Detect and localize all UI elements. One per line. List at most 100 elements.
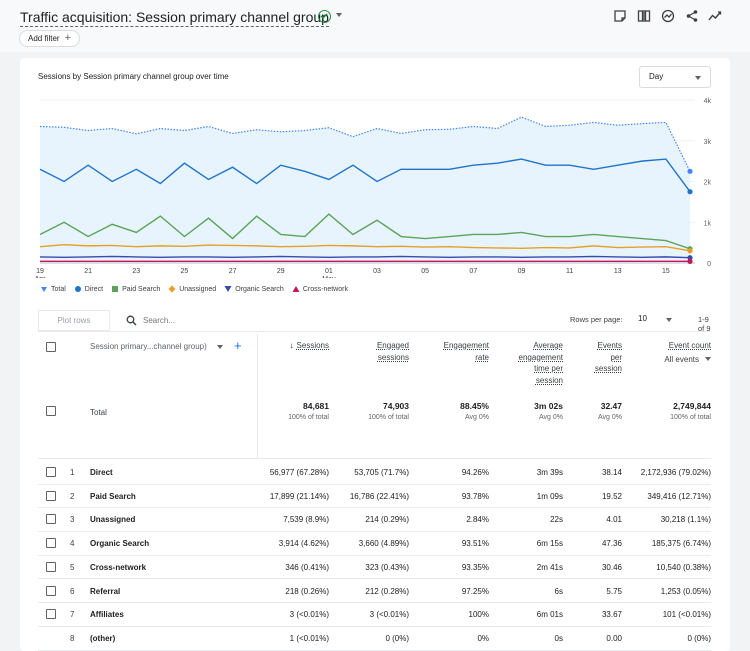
series-end-point — [687, 168, 693, 174]
row-cell: 101 (<0.01%) — [662, 610, 711, 620]
search-icon — [126, 315, 137, 326]
report-header: Traffic acquisition: Session primary cha… — [0, 0, 750, 52]
dimension-select[interactable]: Session primary...channel group) — [90, 342, 223, 351]
table-row[interactable]: 4 Organic Search 3,914 (4.62%) 3,660 (4.89%… — [38, 532, 711, 556]
row-cell: 93.51% — [461, 539, 489, 549]
column-header[interactable]: Events per session — [567, 340, 622, 375]
table-row[interactable]: 8 (other) 1 (<0.01%) 0 (0%) 0% 0s 0.00 0 (0%) — [38, 627, 711, 651]
row-cell: 3 (<0.01%) — [289, 610, 329, 620]
column-header[interactable]: Average engagement time per session — [493, 340, 563, 386]
row-number: 3 — [70, 515, 75, 525]
insights-icon[interactable] — [661, 9, 675, 23]
x-tick-label: 19 — [36, 268, 44, 275]
share-icon[interactable] — [685, 9, 699, 23]
legend-marker-icon — [168, 285, 176, 293]
event-select[interactable]: All events — [621, 354, 711, 366]
row-checkbox[interactable] — [46, 585, 56, 596]
legend-marker-icon — [224, 285, 232, 293]
column-header[interactable]: ↓ Sessions — [259, 340, 329, 352]
row-channel-name[interactable]: Direct — [90, 468, 113, 477]
row-channel-name[interactable]: Cross-network — [90, 562, 147, 572]
series-end-point — [687, 258, 693, 264]
legend-item[interactable]: Cross-network — [292, 285, 348, 293]
row-checkbox[interactable] — [46, 609, 56, 620]
compare-icon[interactable] — [637, 9, 651, 23]
x-tick-label: 05 — [421, 268, 429, 275]
column-header[interactable]: Engaged sessions — [339, 340, 409, 363]
row-cell: 1 (<0.01%) — [289, 633, 329, 643]
row-channel-name[interactable]: Unassigned — [90, 515, 136, 525]
column-header-label: Engagement — [443, 341, 489, 350]
table-row[interactable]: 7 Affiliates 3 (<0.01%) 3 (<0.01%) 100% 6m 01… — [38, 603, 711, 627]
row-checkbox[interactable] — [46, 561, 56, 572]
trend-icon[interactable] — [708, 9, 722, 23]
row-cell: 212 (0.28%) — [365, 586, 409, 596]
column-header[interactable]: Event count All events — [621, 340, 711, 366]
row-cell: 3 (<0.01%) — [369, 610, 409, 620]
select-all-checkbox[interactable] — [46, 342, 56, 352]
chart-legend: Total Direct Paid Search Unassigned Organic … — [40, 283, 348, 295]
row-channel-name[interactable]: Organic Search — [90, 539, 150, 549]
row-channel-name[interactable]: Referral — [90, 586, 121, 596]
row-channel-name[interactable]: (other) — [90, 633, 116, 643]
rows-per-page-select[interactable]: 10 — [638, 314, 647, 323]
column-header-label: sessions — [377, 352, 409, 362]
legend-item[interactable]: Direct — [74, 285, 103, 293]
row-number: 8 — [70, 633, 75, 643]
row-channel-name[interactable]: Paid Search — [90, 491, 136, 501]
row-checkbox[interactable] — [46, 514, 56, 525]
legend-label: Total — [51, 285, 66, 293]
totals-checkbox[interactable] — [46, 406, 56, 416]
row-checkbox[interactable] — [46, 467, 56, 477]
row-cell: 30.46 — [601, 562, 622, 572]
total-value: 32.47 — [600, 401, 622, 411]
table-row[interactable]: 2 Paid Search 17,899 (21.14%) 16,786 (22.41… — [38, 485, 711, 509]
column-header[interactable]: Engagement rate — [419, 340, 489, 363]
y-tick-label: 0 — [707, 261, 711, 268]
row-number: 6 — [70, 586, 75, 596]
chevron-down-icon — [695, 76, 701, 80]
row-channel-name[interactable]: Affiliates — [90, 610, 124, 620]
total-subtext: Avg 0% — [465, 414, 489, 421]
column-header-label: time per — [534, 364, 563, 373]
plot-rows-button[interactable]: Plot rows — [38, 310, 110, 331]
chart-title: Sessions by Session primary channel grou… — [38, 72, 229, 81]
row-cell: 0s — [554, 633, 563, 643]
pagination-info: 1-9 of 9 — [698, 315, 711, 333]
note-icon[interactable] — [613, 9, 627, 23]
legend-marker-icon — [111, 285, 119, 293]
row-cell: 6m 15s — [536, 539, 563, 549]
chevron-down-icon — [705, 357, 711, 362]
legend-item[interactable]: Organic Search — [224, 285, 284, 293]
granularity-select[interactable]: Day — [639, 66, 711, 88]
table-row[interactable]: 5 Cross-network 346 (0.41%) 323 (0.43%) 93.3… — [38, 556, 711, 580]
row-cell: 22s — [550, 515, 563, 525]
table-row[interactable]: 1 Direct 56,977 (67.28%) 53,705 (71.7%) 94.2… — [38, 461, 711, 485]
total-value: 88.45% — [460, 401, 489, 411]
row-cell: 97.25% — [461, 586, 489, 596]
add-filter-label: Add filter — [28, 34, 60, 43]
row-checkbox[interactable] — [46, 538, 56, 549]
table-row[interactable]: 3 Unassigned 7,539 (8.9%) 214 (0.29%) 2.84% 2… — [38, 508, 711, 533]
add-dimension-button[interactable]: + — [234, 338, 242, 353]
row-checkbox[interactable] — [46, 490, 56, 501]
legend-item[interactable]: Total — [40, 285, 66, 293]
search-input[interactable] — [143, 314, 343, 327]
total-subtext: 100% of total — [368, 414, 409, 421]
table-row[interactable]: 6 Referral 218 (0.26%) 212 (0.28%) 97.25% 6s 5… — [38, 580, 711, 604]
row-number: 7 — [70, 610, 75, 620]
legend-item[interactable]: Paid Search — [111, 285, 160, 293]
row-cell: 0.00 — [606, 633, 622, 643]
add-filter-button[interactable]: Add filter + — [19, 30, 81, 47]
row-cell: 2m 41s — [536, 562, 563, 572]
legend-item[interactable]: Unassigned — [168, 285, 216, 293]
chevron-down-icon[interactable] — [336, 13, 342, 17]
row-cell: 17,899 (21.14%) — [269, 491, 329, 501]
page-title[interactable]: Traffic acquisition: Session primary cha… — [20, 9, 329, 27]
x-tick-label: 07 — [469, 268, 477, 275]
column-header-label: Engaged — [376, 341, 409, 350]
row-cell: 93.78% — [461, 491, 489, 501]
check-circle-icon[interactable] — [318, 10, 331, 23]
chevron-down-icon[interactable] — [666, 318, 672, 322]
row-cell: 93.35% — [461, 562, 489, 572]
